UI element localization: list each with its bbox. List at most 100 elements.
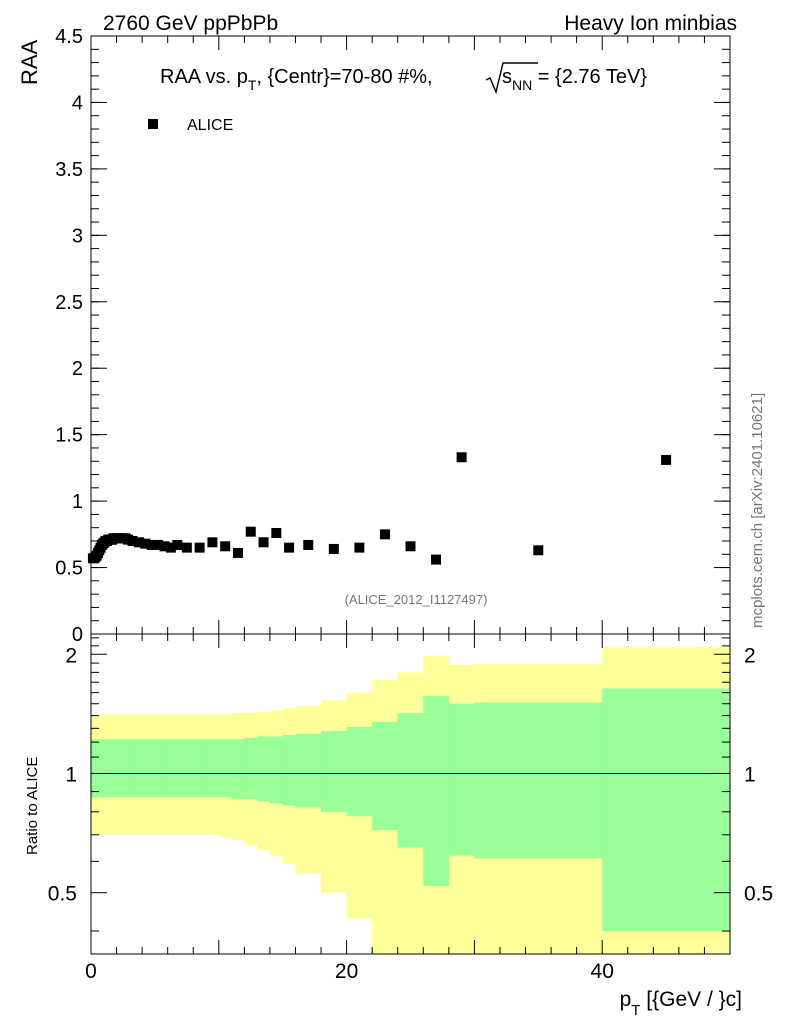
inner-band-bin (154, 739, 169, 798)
main-ytick-label: 0 (72, 624, 83, 646)
inner-band-bin (129, 739, 143, 798)
inner-band-bin (193, 739, 207, 798)
svg-text:sNN = {2.76 TeV}: sNN = {2.76 TeV} (502, 66, 647, 93)
inner-band-bin (91, 739, 105, 798)
inner-band-bin (397, 713, 424, 848)
header-left-label: 2760 GeV ppPbPb (103, 12, 278, 35)
inner-band-bin (116, 739, 130, 798)
data-point (232, 547, 243, 558)
inner-band-bin (372, 721, 399, 830)
data-point (284, 542, 295, 553)
svg-text:RAA vs. pT, {Centr}=70-80 #%,: RAA vs. pT, {Centr}=70-80 #%, (160, 66, 433, 93)
sqrt-sign (485, 62, 538, 95)
title-s: s (502, 66, 512, 88)
watermark: mcplots.cern.ch [arXiv:2401.10621] (749, 393, 766, 628)
xtick-label: 0 (85, 960, 97, 983)
main-y-axis: 0 0.5 1 1.5 2 2.5 3 3.5 4 4.5 (55, 26, 730, 646)
ratio-y-axis: 0.5 0.5 1 1 2 2 (48, 637, 773, 932)
inner-band-bin (602, 688, 731, 932)
data-point (127, 535, 138, 546)
data-point (245, 526, 256, 537)
inner-band-bin (474, 702, 603, 859)
data-point (181, 542, 192, 553)
x-label-rest: [{GeV / }c] (640, 988, 742, 1011)
main-ytick-label: 0.5 (55, 558, 83, 580)
ratio-y-axis-label: Ratio to ALICE (24, 757, 41, 855)
inner-band-bin (206, 739, 220, 798)
analysis-annotation: (ALICE_2012_I1127497) (345, 592, 488, 607)
x-label-sub: T (631, 1002, 640, 1019)
data-point (194, 542, 205, 553)
legend: ALICE (148, 117, 233, 134)
x-label-p: p (620, 988, 632, 1011)
main-ytick-label: 2.5 (55, 292, 83, 314)
plot-title: RAA vs. pT, {Centr}=70-80 #%, sNN = {2.7… (160, 62, 647, 95)
title-mid: , {Centr}=70-80 #%, (256, 66, 432, 88)
main-y-axis-label: RAA (17, 39, 42, 85)
inner-band-bin (231, 739, 245, 800)
main-ytick-label: 3.5 (55, 159, 83, 181)
main-x-axis (90, 36, 731, 634)
ratio-ytick-label: 0.5 (48, 883, 77, 906)
data-point (140, 538, 151, 549)
main-ytick-label: 4.5 (55, 26, 83, 48)
data-point (133, 537, 144, 548)
inner-band-bin (142, 739, 156, 798)
data-point (153, 539, 164, 550)
data-point (258, 537, 269, 548)
data-point (405, 541, 416, 552)
ratio-ytick-label: 2 (65, 644, 77, 667)
xtick-label: 20 (335, 960, 358, 983)
main-ytick-label: 1.5 (55, 425, 83, 447)
data-point (533, 545, 544, 556)
data-point (165, 542, 176, 553)
data-point (146, 539, 157, 550)
inner-band-bin (269, 736, 284, 804)
alice-data-points (87, 452, 672, 565)
main-ytick-label: 1 (72, 491, 83, 513)
inner-band-bin (423, 695, 450, 886)
data-point (661, 454, 672, 465)
ratio-ytick-label: 1 (65, 763, 77, 786)
main-ytick-label: 2 (72, 358, 83, 380)
inner-band-bin (218, 739, 233, 798)
inner-band-bin (295, 733, 322, 808)
inner-band-bin (244, 737, 258, 800)
title-sub-t: T (248, 77, 257, 93)
title-suffix: = {2.76 TeV} (532, 66, 647, 88)
data-point (271, 528, 282, 539)
ratio-bands (91, 646, 731, 954)
main-ytick-label: 3 (72, 225, 83, 247)
data-point (328, 543, 339, 554)
xtick-label: 40 (591, 960, 614, 983)
data-point (159, 541, 170, 552)
inner-band-bin (346, 727, 373, 817)
inner-band-bin (167, 739, 181, 798)
main-ytick-label: 4 (72, 92, 83, 114)
title-prefix: RAA vs. p (160, 66, 248, 88)
inner-band-bin (257, 736, 271, 802)
data-point (207, 537, 218, 548)
data-point (172, 539, 183, 550)
data-point (354, 542, 365, 553)
x-axis-label: pT [{GeV / }c] (620, 988, 742, 1019)
ratio-ytick-label-right: 2 (744, 644, 756, 667)
ratio-ytick-label-right: 0.5 (744, 883, 773, 906)
data-point (431, 554, 442, 565)
inner-band-bin (448, 703, 475, 856)
data-point (303, 539, 314, 550)
inner-band-bin (103, 739, 118, 798)
data-point (456, 452, 467, 463)
header-right-label: Heavy Ion minbias (564, 12, 737, 35)
data-point (220, 541, 231, 552)
data-point (379, 529, 390, 540)
inner-band-bin (321, 731, 348, 812)
inner-band-bin (180, 739, 194, 798)
ratio-panel-frame (90, 633, 731, 955)
legend-marker (148, 119, 158, 129)
ratio-ytick-label-right: 1 (744, 763, 756, 786)
inner-band-bin (282, 735, 296, 806)
title-sub-nn: NN (512, 77, 532, 93)
ratio-x-axis: 0 20 40 (85, 634, 731, 983)
